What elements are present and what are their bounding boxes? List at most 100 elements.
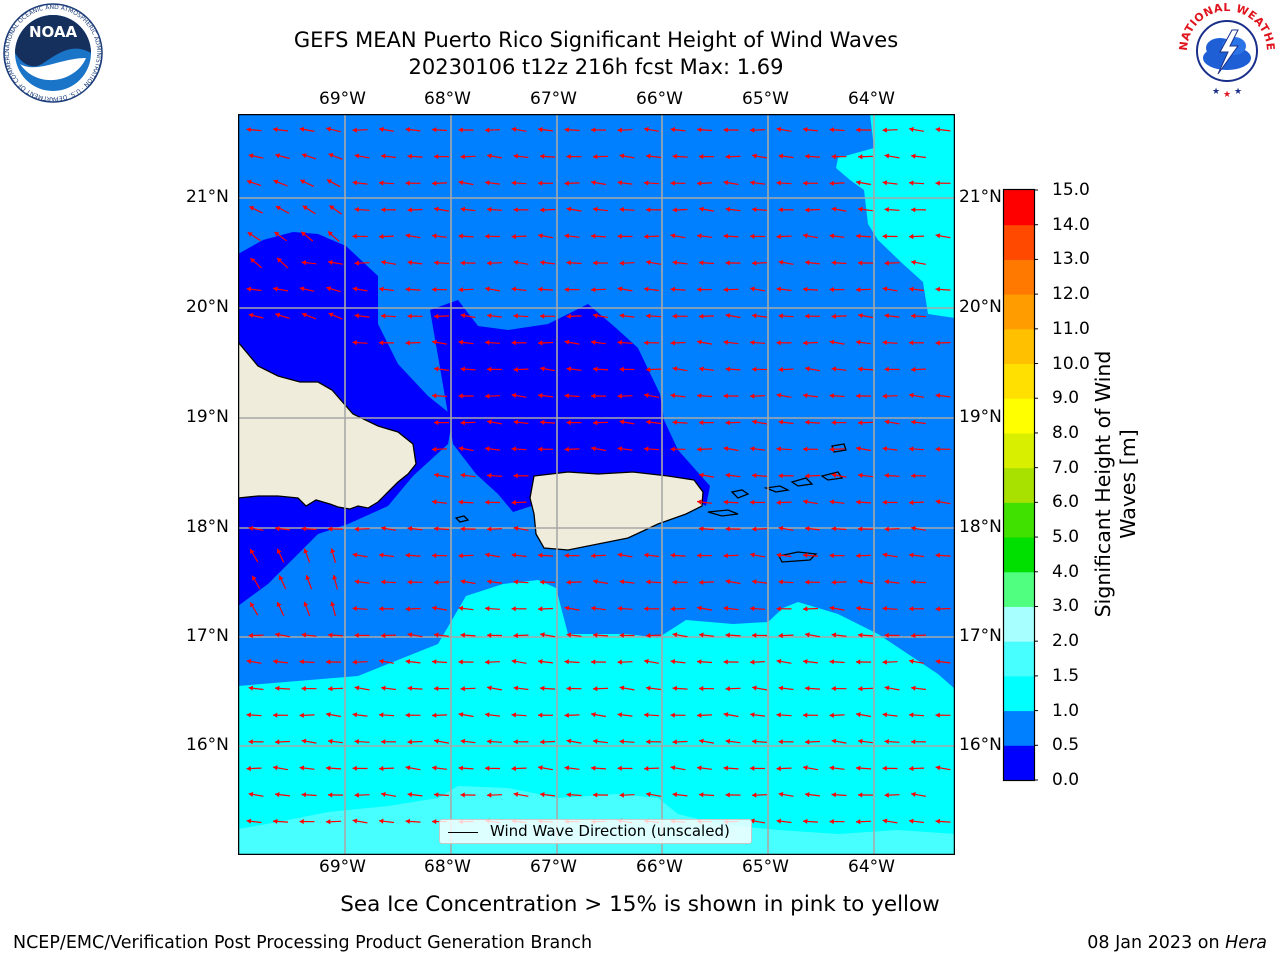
island-st-croix [778,551,818,563]
wave-direction-arrowhead [882,446,888,452]
wave-direction-arrowhead [564,127,569,133]
wave-direction-arrowhead [328,312,334,318]
wave-direction-arrowhead [460,686,465,692]
wave-direction-arrowhead [697,499,702,505]
wave-direction-arrowhead [619,366,624,372]
wave-direction-arrowhead [882,180,888,186]
island-st-john [790,477,814,487]
wave-direction-arrowhead [564,339,570,345]
wave-direction-arrowhead [805,260,810,266]
lon-label-top: 68°W [424,89,471,109]
wave-direction-arrowhead [750,499,755,505]
wave-direction-arrowhead [670,127,676,133]
wave-direction-arrowhead [723,659,728,665]
lat-label-left: 19°N [186,407,229,427]
wave-direction-arrowhead [275,792,280,798]
wave-direction-arrowhead [672,632,678,638]
wave-direction-arrowhead [752,419,757,425]
wave-direction-arrowhead [434,313,439,319]
wave-direction-arrowhead [829,180,834,186]
wave-direction-arrowhead [432,446,437,452]
colorbar-tick-label: 7.0 [1052,457,1080,478]
wave-direction-arrowhead [538,340,543,346]
wave-direction-arrowhead [564,393,569,399]
wave-direction-arrowhead [354,526,359,532]
wave-direction-arrowhead [697,180,702,186]
nws-logo: NATIONAL WEATHER SERVICE ★ ★ ★ [1176,2,1277,100]
wave-direction-arrowhead [909,818,914,824]
wave-direction-arrowhead [407,526,413,532]
wave-direction-arrowhead [831,206,837,212]
wave-direction-arrowhead [352,286,358,292]
wave-direction-arrowhead [381,739,386,745]
wave-direction-arrowhead [672,207,677,213]
wave-direction-arrowhead [752,685,757,691]
wave-direction-arrowhead [328,526,333,532]
wave-direction-arrowhead [432,127,437,133]
wave-direction-arrowhead [566,154,571,160]
colorbar-frame [1002,188,1036,782]
wave-direction-arrowhead [697,659,702,665]
wave-direction-arrowhead [593,738,598,744]
wave-direction-arrowhead [619,792,624,798]
wave-direction-arrowhead [882,233,887,239]
wave-direction-arrowhead [299,765,305,771]
wave-direction-arrowhead [778,739,783,745]
wave-direction-arrowhead [672,792,678,798]
svg-text:★: ★ [1223,90,1231,100]
wave-direction-arrowhead [381,153,386,159]
wave-direction-arrowhead [246,712,251,718]
wave-direction-arrowhead [725,686,730,692]
wave-direction-arrowhead [273,818,278,824]
wave-direction-arrowhead [619,632,624,638]
wave-direction-arrowhead [273,179,279,185]
wave-direction-arrowhead [275,526,280,532]
wave-direction-arrowhead [511,446,516,452]
wave-direction-arrowhead [432,339,437,345]
wave-direction-arrowhead [884,419,890,425]
wave-direction-arrowhead [829,659,834,665]
wave-direction-arrowhead [432,553,437,559]
wave-direction-arrowhead [246,765,251,772]
chart-title: GEFS MEAN Puerto Rico Significant Height… [293,28,899,52]
wave-direction-arrowhead [884,792,889,798]
colorbar-segment [1004,606,1034,642]
wave-direction-arrowhead [644,126,649,132]
wave-direction-arrowhead [405,606,410,612]
wave-direction-arrowhead [856,712,861,718]
colorbar-tick-label: 9.0 [1052,388,1080,409]
lon-label-bottom: 65°W [742,857,789,877]
wave-direction-arrowhead [458,233,463,239]
wave-direction-arrowhead [672,419,677,425]
wave-direction-arrowhead [460,738,466,744]
wave-direction-arrowhead [752,792,757,798]
wave-direction-arrowhead [511,552,517,558]
wave-direction-arrowhead [332,575,338,580]
wave-direction-arrowhead [405,552,410,558]
wave-direction-arrowhead [460,206,466,212]
wave-direction-arrowhead [407,579,412,585]
wind-wave-arrows [246,126,951,825]
wave-direction-arrowhead [776,552,782,558]
wave-direction-arrowhead [911,313,916,319]
wave-direction-arrowhead [511,712,516,718]
wave-direction-arrowhead [644,712,649,718]
wave-direction-arrowhead [935,552,940,558]
wave-direction-arrowhead [593,420,598,426]
wave-direction-arrowhead [882,393,887,399]
wave-direction-arrowhead [617,606,622,612]
wave-direction-arrowhead [935,393,941,399]
wave-direction-arrowhead [540,207,545,213]
wave-direction-arrowhead [670,606,675,612]
wave-direction-arrowhead [723,233,728,239]
wave-direction-arrowhead [407,685,412,691]
lon-label-top: 66°W [636,89,683,109]
wave-direction-arrowhead [935,606,940,612]
wave-direction-arrowhead [803,233,808,239]
wave-direction-arrowhead [246,286,252,292]
wave-direction-arrowhead [513,313,518,319]
wave-direction-arrowhead [485,499,490,505]
wave-direction-arrowhead [513,525,519,531]
wave-direction-arrowhead [591,446,596,452]
wave-direction-arrowhead [460,154,465,160]
